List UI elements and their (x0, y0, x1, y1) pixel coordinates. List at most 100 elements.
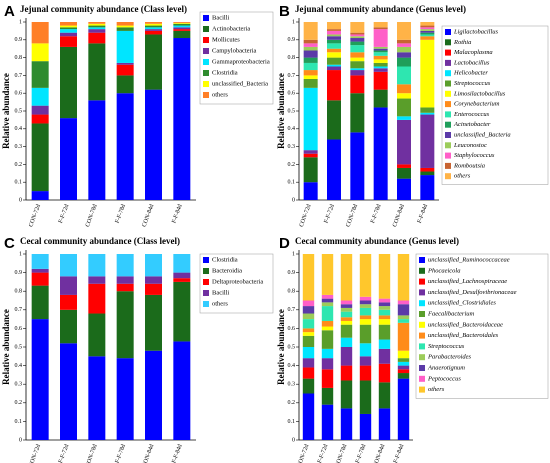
bar-segment (303, 75, 318, 79)
bar-segment (321, 387, 334, 405)
legend-label: Faecalibacterium (427, 310, 475, 317)
legend-label: Phocaeicola (427, 267, 461, 274)
legend-box (199, 253, 274, 314)
bar-segment (88, 29, 106, 33)
bar-segment (350, 70, 365, 76)
bar-segment (420, 167, 435, 172)
y-tick-label: 0.3 (288, 382, 296, 388)
y-tick-label: 0.3 (15, 382, 23, 388)
bar-segment (327, 66, 341, 71)
legend-label: Malacoplasma (453, 49, 493, 56)
bar-segment (145, 22, 162, 24)
legend-swatch (419, 375, 425, 382)
x-tick-label: CON-84d (142, 204, 156, 228)
bar-segment (373, 46, 388, 49)
legend-swatch (445, 80, 451, 87)
bar-segment (420, 27, 435, 30)
bar-segment (397, 378, 410, 440)
panel-letter: D (279, 235, 290, 252)
bar-segment (340, 311, 353, 318)
x-tick-label: F-F-72d (58, 444, 70, 463)
legend-label: unclassified_Ruminococcaceae (428, 256, 510, 263)
x-tick-label: CON-72d (299, 204, 313, 228)
bar-segment (145, 27, 162, 30)
legend-swatch (445, 90, 451, 97)
legend-label: unclassified_Bacteroidaceae (428, 321, 503, 328)
x-tick-label: F-F-72d (317, 444, 329, 463)
bar-segment (340, 254, 353, 301)
bar-segment (145, 34, 162, 90)
bar-segment (116, 358, 134, 440)
legend-label: Acinetobacter (453, 121, 491, 128)
bar-segment (88, 254, 106, 277)
bar-segment (60, 46, 77, 119)
bar-segment (173, 254, 191, 273)
bar-segment (116, 75, 134, 94)
y-tick-label: 0.6 (288, 326, 296, 332)
legend-label: others (212, 300, 228, 307)
bar-segment (88, 25, 106, 28)
legend-box (441, 25, 549, 185)
bar-segment (327, 43, 341, 49)
legend-label: Helicobacter (453, 70, 488, 77)
bar-segment (397, 46, 411, 53)
legend-swatch (419, 257, 425, 263)
x-tick-label: CON-84d (142, 444, 156, 463)
y-axis-label: Relative abundance (276, 309, 286, 385)
bar-segment (327, 48, 341, 53)
legend-swatch (203, 81, 209, 87)
bar-segment (145, 89, 162, 200)
bar-segment (397, 358, 410, 362)
bar-segment (31, 43, 49, 62)
legend-swatch (203, 92, 209, 98)
bar-segment (302, 254, 315, 301)
y-tick-label: 0.5 (15, 108, 23, 114)
legend-label: others (454, 173, 471, 180)
legend-label: unclassified_Desulfovibrionaceae (428, 289, 517, 296)
bar-segment (350, 41, 365, 46)
bar-segment (302, 393, 315, 440)
bar-segment (359, 324, 372, 344)
bar-segment (327, 34, 341, 37)
panel-letter: A (4, 3, 15, 20)
bar-segment (302, 332, 315, 336)
bar-segment (350, 52, 365, 58)
bar-segment (327, 29, 341, 31)
legend-label: others (428, 386, 445, 393)
bar-segment (60, 29, 77, 33)
bar-segment (397, 254, 410, 301)
bar-segment (116, 93, 134, 200)
bar-segment (378, 315, 391, 320)
bar-segment (116, 25, 134, 28)
bar-segment (88, 22, 106, 24)
bar-segment (378, 363, 391, 383)
y-tick-label: 0.3 (288, 144, 296, 150)
bar-segment (340, 408, 353, 440)
legend-swatch (445, 132, 451, 138)
x-tick-label: F-F-84d (171, 444, 183, 463)
bar-segment (420, 22, 435, 26)
bar-segment (378, 348, 391, 364)
legend-swatch (419, 311, 425, 317)
bar-segment (359, 296, 372, 301)
legend-swatch (419, 354, 425, 361)
y-tick-label: 0.4 (288, 363, 296, 369)
bar-segment (397, 373, 410, 379)
legend-swatch (203, 268, 209, 274)
x-tick-label: F-F-78d (355, 444, 367, 463)
bar-segment (321, 358, 334, 370)
bar-segment (321, 298, 334, 303)
bar-segment (378, 302, 391, 307)
legend-swatch (419, 278, 425, 285)
bar-segment (60, 25, 77, 28)
bar-segment (350, 45, 365, 53)
bar-segment (327, 57, 341, 65)
bar-segment (321, 348, 334, 359)
legend-label: Romboutsia (453, 162, 485, 169)
bar-segment (60, 22, 77, 26)
bar-segment (350, 75, 365, 94)
bar-segment (397, 365, 410, 370)
legend-swatch (203, 48, 209, 54)
x-tick-label: CON-78d (85, 444, 99, 463)
y-tick-label: 0.7 (15, 73, 23, 79)
